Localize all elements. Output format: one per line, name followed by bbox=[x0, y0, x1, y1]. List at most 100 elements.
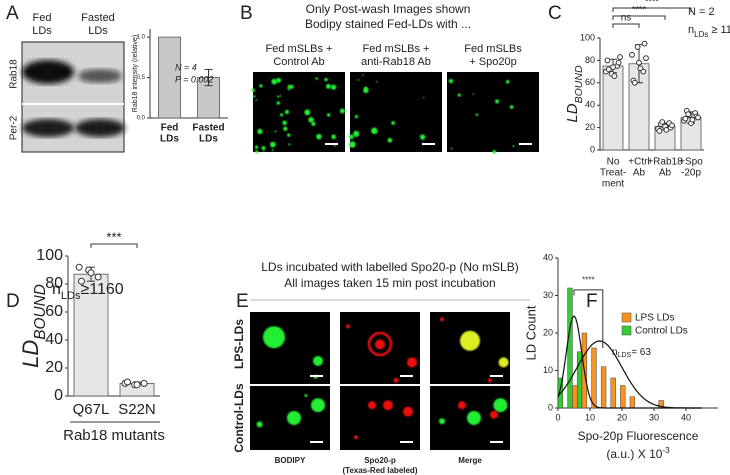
label-rest: ≥1160 bbox=[80, 281, 123, 298]
y-tick-label: 40 bbox=[585, 100, 595, 110]
n-label: nLDs ≥ 1156 bbox=[688, 24, 730, 39]
y-tick-label: 80 bbox=[45, 275, 63, 292]
x-tick-label: Ab bbox=[659, 168, 672, 179]
image-label: Fed mSLBs bbox=[464, 43, 522, 55]
particle bbox=[331, 134, 337, 140]
column-label: BODIPY bbox=[275, 456, 306, 465]
x-tick-label: Fed bbox=[161, 123, 179, 134]
data-point bbox=[634, 44, 641, 50]
panel-letter: B bbox=[240, 3, 253, 24]
particle bbox=[440, 317, 444, 322]
particle bbox=[277, 95, 280, 98]
histogram-bar bbox=[620, 385, 626, 409]
particle bbox=[457, 93, 461, 97]
n-label: nLDs≥1160 bbox=[52, 281, 124, 302]
particle bbox=[261, 146, 266, 151]
panel-letter: D bbox=[6, 291, 20, 312]
label-rest: = 63 bbox=[631, 347, 651, 358]
x-tick-label: Ab bbox=[633, 168, 646, 179]
row-label: LPS-LDs bbox=[232, 319, 246, 369]
legend-swatch bbox=[621, 312, 632, 323]
y-tick-label: 20 bbox=[45, 359, 63, 376]
annotation: N = 4 bbox=[175, 62, 197, 72]
y-tick-label: 40 bbox=[45, 331, 63, 348]
image-label: + Spo20p bbox=[469, 56, 516, 68]
panel-title: All images taken 15 min post incubation bbox=[284, 276, 495, 290]
particle bbox=[311, 398, 325, 413]
data-point bbox=[140, 379, 148, 387]
annotation: P = 0.002 bbox=[175, 74, 213, 84]
particle bbox=[283, 126, 288, 131]
particle bbox=[363, 87, 369, 94]
histogram-bar bbox=[572, 385, 578, 409]
particle bbox=[324, 77, 328, 82]
particle bbox=[284, 109, 290, 115]
x-tick-label: ment bbox=[602, 179, 624, 190]
micrograph bbox=[350, 72, 442, 152]
particle bbox=[339, 108, 345, 114]
column-label: Merge bbox=[458, 456, 482, 465]
particle bbox=[349, 141, 356, 148]
particle bbox=[371, 127, 378, 135]
data-point bbox=[695, 114, 701, 121]
legend-label: Control LDs bbox=[635, 326, 688, 337]
label-sub: LDs bbox=[694, 30, 708, 39]
y-tick-label: 100 bbox=[580, 32, 595, 42]
blot-band bbox=[75, 119, 125, 137]
particle bbox=[279, 113, 284, 117]
particle bbox=[333, 144, 336, 147]
particle bbox=[387, 137, 393, 143]
legend-label: LPS LDs bbox=[635, 313, 674, 324]
particle bbox=[376, 80, 378, 83]
blot-row: Per-2 bbox=[9, 115, 20, 140]
blot-band bbox=[22, 119, 74, 137]
particle bbox=[263, 150, 265, 152]
particle bbox=[419, 134, 426, 140]
particle bbox=[458, 401, 466, 410]
data-point bbox=[133, 381, 141, 389]
particle bbox=[304, 394, 308, 398]
panel-title: Only Post-wash Images shown bbox=[306, 2, 471, 16]
column-label: Spo20-p bbox=[364, 456, 396, 465]
blot-column: LDs bbox=[32, 25, 52, 37]
significance: **** bbox=[645, 0, 660, 6]
x-tick-label: +Rab18 bbox=[647, 157, 683, 168]
micrograph bbox=[253, 72, 345, 152]
particle bbox=[450, 147, 453, 150]
data-point bbox=[636, 59, 642, 66]
particle bbox=[256, 421, 263, 428]
particle bbox=[498, 357, 509, 368]
y-tick-label: 30 bbox=[543, 290, 553, 300]
particle bbox=[276, 77, 282, 83]
data-point bbox=[605, 66, 612, 73]
y-tick-label: 20 bbox=[585, 122, 595, 132]
x-axis-label: (a.u.) X 10-3 bbox=[606, 446, 670, 462]
data-point bbox=[682, 115, 689, 122]
y-tick-label: 40 bbox=[543, 252, 553, 262]
particle bbox=[276, 101, 281, 105]
x-tick-label: Q67L bbox=[73, 401, 110, 418]
data-point bbox=[94, 273, 102, 281]
particle bbox=[512, 145, 515, 148]
particle bbox=[467, 411, 481, 425]
y-tick-label: 1.0 bbox=[137, 35, 146, 41]
label-main: n bbox=[688, 24, 694, 36]
fit-curve bbox=[557, 340, 702, 409]
particle bbox=[287, 133, 291, 137]
x-tick-label: LDs bbox=[199, 134, 218, 145]
x-tick-label: 0 bbox=[555, 412, 560, 422]
data-point bbox=[689, 116, 696, 123]
data-point bbox=[659, 119, 666, 125]
panel-letter: C bbox=[548, 3, 562, 24]
particle bbox=[403, 406, 413, 417]
particle bbox=[472, 93, 475, 96]
data-point bbox=[631, 79, 638, 86]
x-tick-label: 40 bbox=[681, 412, 691, 422]
y-tick-label: 0 bbox=[548, 402, 553, 412]
particle bbox=[383, 400, 393, 411]
micrograph bbox=[447, 72, 539, 152]
label-rest: ≥ 1156 bbox=[708, 24, 730, 36]
particle bbox=[279, 95, 282, 97]
particle bbox=[490, 410, 498, 419]
